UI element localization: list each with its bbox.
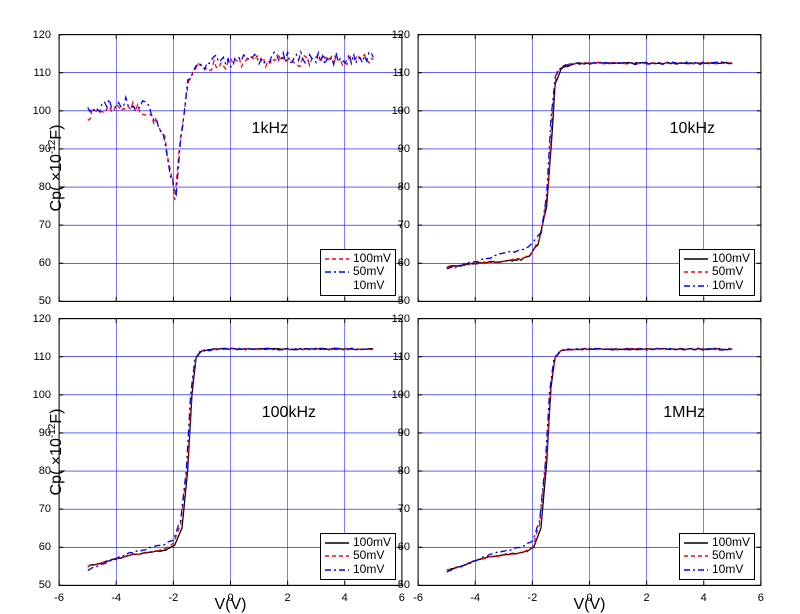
legend-swatch-icon [684, 538, 708, 548]
legend: 100mV 50mV 10mV [679, 533, 755, 580]
legend-item: 100mV [684, 536, 750, 550]
legend-swatch-icon [325, 267, 349, 277]
ytick-label: 90 [398, 143, 410, 155]
frequency-label: 10kHz [670, 120, 715, 138]
xtick-label: -6 [413, 592, 423, 604]
ytick-label: 50 [398, 295, 410, 307]
legend-item: 10mV [684, 563, 750, 577]
xtick-label: -4 [470, 592, 480, 604]
legend-label: 100mV [712, 252, 750, 266]
legend-label: 10mV [353, 563, 384, 577]
legend-swatch-icon [684, 254, 708, 264]
ytick-label: 110 [392, 351, 410, 363]
ytick-label: 100 [33, 105, 51, 117]
legend-swatch-icon [325, 281, 349, 291]
legend-item: 100mV [325, 536, 391, 550]
ytick-label: 70 [39, 503, 51, 515]
ytick-label: 50 [398, 579, 410, 591]
xtick-label: -4 [111, 592, 121, 604]
legend-label: 10mV [712, 279, 743, 293]
ytick-label: 120 [33, 313, 51, 325]
subplot-p3: 5060708090100110120-6-4-20246 100kHz 100… [55, 314, 406, 590]
subplot-p1: 5060708090100110120 1kHz 100mV 50mV 10mV… [55, 30, 406, 306]
subplot-p2: 5060708090100110120 10kHz 100mV 50mV 10m… [414, 30, 765, 306]
legend-label: 100mV [353, 252, 391, 266]
x-axis-label: V(V) [215, 596, 247, 614]
legend-swatch-icon [325, 254, 349, 264]
ytick-label: 90 [398, 427, 410, 439]
legend-item: 100mV [325, 252, 391, 266]
legend-item: 10mV [684, 279, 750, 293]
legend-label: 50mV [712, 265, 743, 279]
legend: 100mV 50mV 10mV [320, 533, 396, 580]
legend-item: 50mV [325, 265, 391, 279]
ytick-label: 100 [33, 389, 51, 401]
xtick-label: 6 [399, 592, 405, 604]
figure-root: 50 60 70 80 90 100 110 120 1kHz 100mV 50mV 10mV… [0, 0, 800, 613]
ytick-label: 70 [398, 503, 410, 515]
ytick-label: 50 [39, 579, 51, 591]
frequency-label: 1MHz [663, 404, 705, 422]
legend-swatch-icon [325, 551, 349, 561]
xtick-label: 4 [342, 592, 348, 604]
legend-swatch-icon [325, 538, 349, 548]
legend-item: 50mV [684, 549, 750, 563]
frequency-label: 1kHz [252, 120, 288, 138]
legend-swatch-icon [325, 565, 349, 575]
legend-label: 100mV [353, 536, 391, 550]
ytick-label: 120 [392, 313, 410, 325]
legend-swatch-icon [684, 551, 708, 561]
ytick-label: 120 [392, 29, 410, 41]
legend-item: 50mV [684, 265, 750, 279]
ytick-label: 60 [398, 257, 410, 269]
ytick-label: 110 [33, 67, 51, 79]
ytick-label: 80 [398, 181, 410, 193]
legend: 100mV 50mV 10mV [679, 249, 755, 296]
legend-label: 10mV [712, 563, 743, 577]
y-axis-label: Cp( ×10-12F) [47, 125, 66, 212]
legend-label: 50mV [353, 549, 384, 563]
ytick-label: 70 [398, 219, 410, 231]
xtick-label: 4 [701, 592, 707, 604]
ytick-label: 80 [398, 465, 410, 477]
legend-item: 10mV [325, 563, 391, 577]
ytick-label: 60 [39, 541, 51, 553]
subplot-p4: 5060708090100110120-6-4-20246 1MHz 100mV… [414, 314, 765, 590]
legend-label: 50mV [353, 265, 384, 279]
x-axis-label: V(V) [574, 596, 606, 614]
y-axis-label: Cp( ×10-12F) [47, 409, 66, 496]
legend-label: 10mV [353, 279, 384, 293]
ytick-label: 50 [39, 295, 51, 307]
legend-item: 100mV [684, 252, 750, 266]
legend-swatch-icon [684, 267, 708, 277]
ytick-label: 110 [33, 351, 51, 363]
legend-swatch-icon [684, 281, 708, 291]
subplot-grid: 50 60 70 80 90 100 110 120 1kHz 100mV 50mV 10mV… [55, 30, 765, 590]
legend-item: 50mV [325, 549, 391, 563]
ytick-label: 60 [39, 257, 51, 269]
ytick-label: 60 [398, 541, 410, 553]
legend-swatch-icon [684, 565, 708, 575]
legend-label: 50mV [712, 549, 743, 563]
xtick-label: 2 [285, 592, 291, 604]
xtick-label: 6 [758, 592, 764, 604]
xtick-label: 2 [644, 592, 650, 604]
ytick-label: 110 [392, 67, 410, 79]
ytick-label: 100 [392, 105, 410, 117]
legend-label: 100mV [712, 536, 750, 550]
frequency-label: 100kHz [262, 404, 316, 422]
xtick-label: -6 [54, 592, 64, 604]
ytick-label: 100 [392, 389, 410, 401]
legend-item: 10mV [325, 279, 391, 293]
xtick-label: -2 [168, 592, 178, 604]
legend: 100mV 50mV 10mV [320, 249, 396, 296]
ytick-label: 120 [33, 29, 51, 41]
ytick-label: 70 [39, 219, 51, 231]
xtick-label: -2 [527, 592, 537, 604]
